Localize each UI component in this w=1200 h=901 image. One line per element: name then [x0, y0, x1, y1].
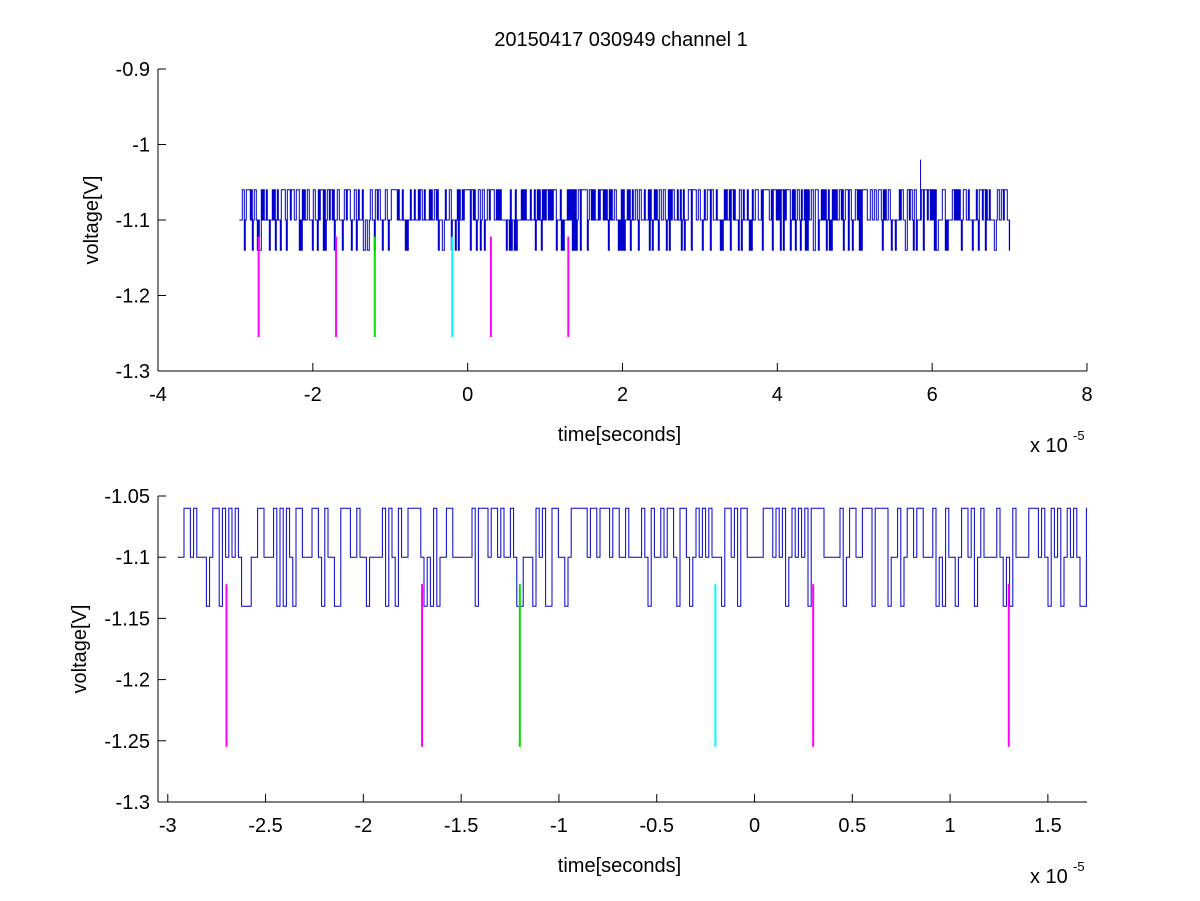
x-tick-label: -2 [354, 815, 372, 837]
y-tick-label: -1.1 [116, 547, 150, 569]
y-tick-label: -1.15 [104, 608, 150, 630]
y-tick-label: -1.2 [116, 286, 150, 308]
x-axis-label: time[seconds] [558, 424, 681, 446]
y-tick-label: -1.2 [116, 670, 150, 692]
x-axis-label: time[seconds] [558, 855, 681, 877]
y-tick-label: -1 [132, 135, 150, 157]
y-tick-label: -0.9 [116, 59, 150, 81]
x-tick-label: 1 [945, 815, 956, 837]
x-tick-label: -3 [159, 815, 177, 837]
x-tick-label: 2 [617, 384, 628, 406]
x-tick-label: -1.5 [444, 815, 478, 837]
x-tick-label: 8 [1081, 384, 1092, 406]
y-tick-label: -1.25 [104, 731, 150, 753]
x-tick-label: -2 [304, 384, 322, 406]
x-tick-label: 0.5 [838, 815, 866, 837]
signal-trace [239, 189, 1011, 251]
y-tick-label: -1.1 [116, 210, 150, 232]
x-multiplier-exponent: -5 [1073, 859, 1085, 874]
x-tick-label: 6 [927, 384, 938, 406]
x-tick-label: 0 [462, 384, 473, 406]
signal-trace [177, 507, 1087, 607]
x-tick-label: -0.5 [639, 815, 673, 837]
y-axis-label: voltage[V] [69, 605, 91, 694]
x-tick-label: -1 [550, 815, 568, 837]
x-multiplier-exponent: -5 [1073, 428, 1085, 443]
y-tick-label: -1.3 [116, 361, 150, 383]
x-tick-label: -4 [149, 384, 167, 406]
y-axis-label: voltage[V] [81, 176, 103, 265]
x-multiplier-label: x 10 [1030, 866, 1068, 888]
y-tick-label: -1.3 [116, 792, 150, 814]
top-plot: -4 -2 0 2 4 6 8 -1.3 -1.2 -1.1 -1 -0.9 time[seconds]… [81, 59, 1093, 457]
figure-title: 20150417 030949 channel 1 [494, 29, 748, 51]
y-tick-label: -1.05 [104, 486, 150, 508]
x-tick-label: 4 [772, 384, 783, 406]
x-tick-label: 1.5 [1034, 815, 1062, 837]
x-tick-label: -2.5 [248, 815, 282, 837]
bottom-plot: -3 -2.5 -2 -1.5 -1 -0.5 0 0.5 1 1.5 -1.3 -1.25 -1.2 -… [69, 486, 1087, 888]
x-multiplier-label: x 10 [1030, 435, 1068, 457]
x-tick-label: 0 [749, 815, 760, 837]
